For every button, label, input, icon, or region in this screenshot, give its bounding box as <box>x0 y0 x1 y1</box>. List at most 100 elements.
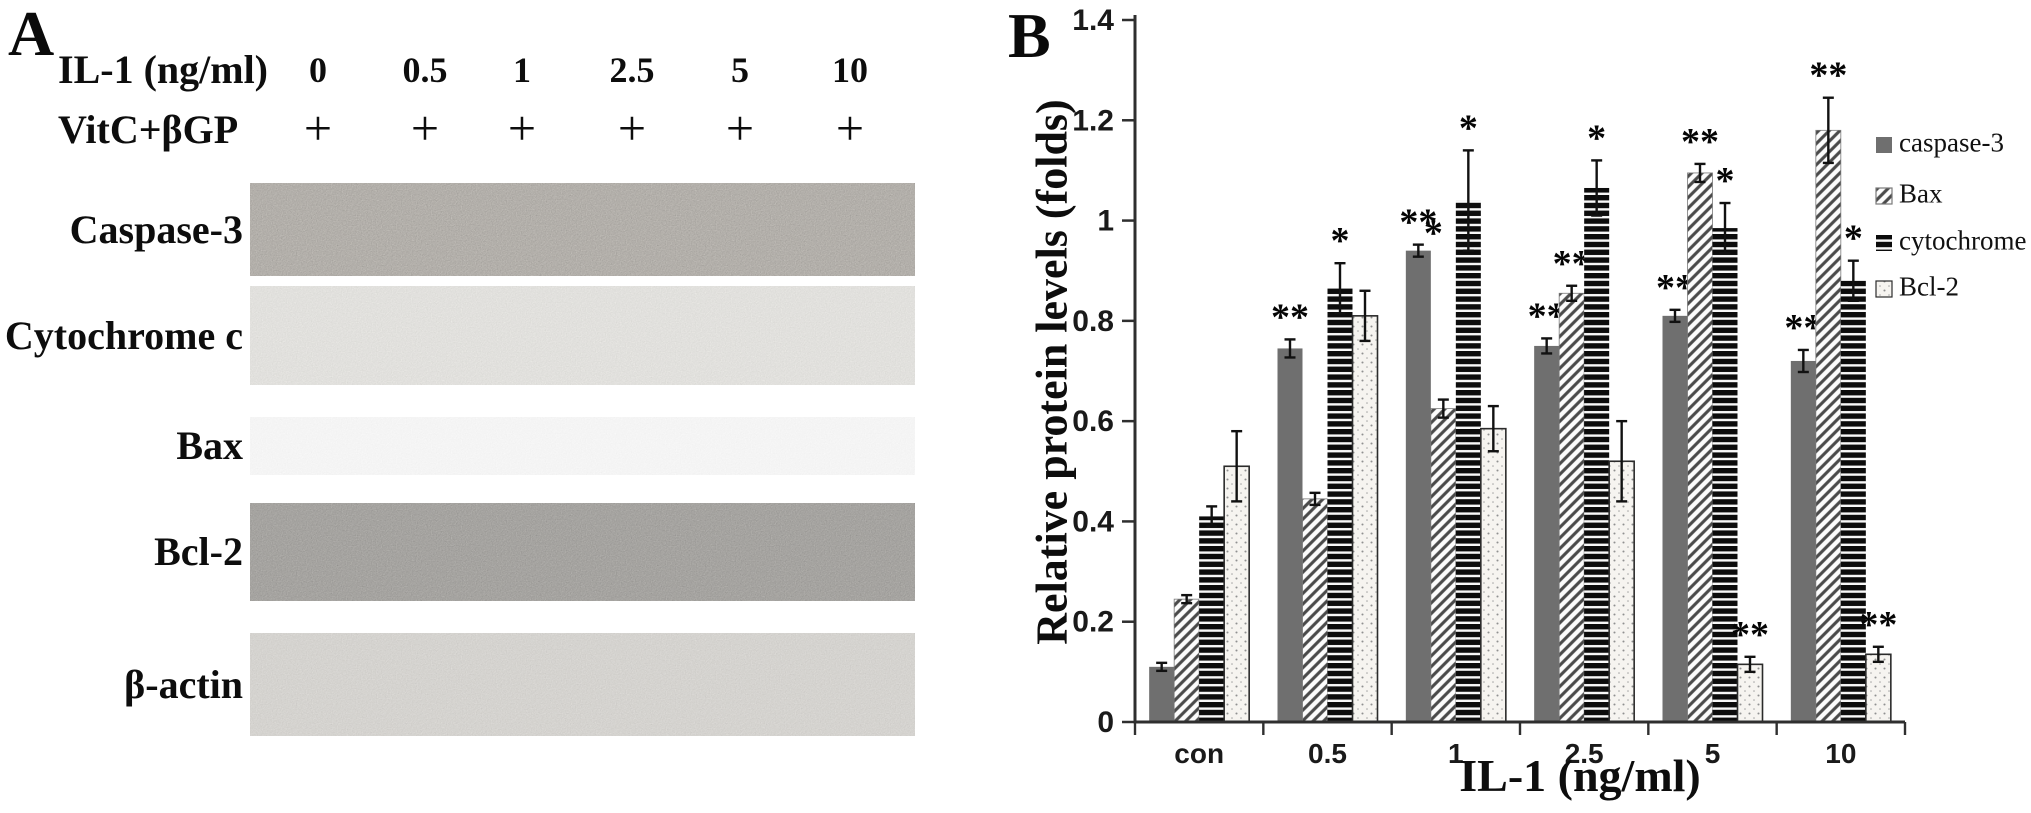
error-bar-caspase-3-2.5 <box>1541 337 1553 355</box>
blot-strip-noise <box>250 633 915 736</box>
bar-cytochrome c-10 <box>1840 280 1866 722</box>
bar-cytochrome c-con <box>1199 516 1225 722</box>
error-bar-Bax-1 <box>1437 398 1449 419</box>
bar-Bax-con <box>1173 598 1200 723</box>
error-bar-cytochrome c-2.5 <box>1591 159 1603 217</box>
legend-label-Bcl-2: Bcl-2 <box>1899 272 1959 302</box>
legend-label-cytochrome c: cytochrome c <box>1899 226 2031 256</box>
significance-marker-Bcl-2-5: ** <box>1731 614 1769 656</box>
error-bar-Bcl-2-con <box>1231 429 1243 503</box>
x-category-label-5: 5 <box>1705 738 1721 769</box>
x-category-label-10: 10 <box>1825 738 1856 769</box>
significance-marker-Bax-10: ** <box>1809 55 1847 97</box>
bar-Bcl-2-con <box>1223 465 1250 723</box>
lane-dose-value: 0.5 <box>402 50 448 90</box>
significance-marker-cytochrome c-0.5: * <box>1331 220 1350 262</box>
legend-label-caspase-3: caspase-3 <box>1899 128 2004 158</box>
bar-Bax-0.5 <box>1302 498 1328 723</box>
x-category-label-0.5: 0.5 <box>1308 738 1347 769</box>
bar-caspase-3-1 <box>1405 250 1431 722</box>
legend-swatch-Bcl-2 <box>1875 280 1893 298</box>
bar-cytochrome c-0.5 <box>1327 288 1353 722</box>
error-bar-cytochrome c-10 <box>1847 259 1859 302</box>
significance-marker-cytochrome c-5: * <box>1716 160 1735 202</box>
error-bar-Bcl-2-0.5 <box>1359 289 1371 343</box>
bar-caspase-3-5 <box>1662 315 1688 722</box>
y-tick-label: 1 <box>1097 205 1114 238</box>
error-bar-Bcl-2-10 <box>1872 645 1884 664</box>
bar-caspase-3-0.5 <box>1277 348 1303 722</box>
error-bar-cytochrome c-1 <box>1462 149 1474 252</box>
lane-dose-value: 0 <box>309 50 327 90</box>
x-category-label-con: con <box>1174 738 1224 769</box>
error-bar-cytochrome c-con <box>1206 505 1218 528</box>
bar-cytochrome c-2.5 <box>1584 187 1610 722</box>
error-bar-Bax-2.5 <box>1566 284 1578 302</box>
x-category-label-1: 1 <box>1448 738 1464 769</box>
bar-chart: *** ***********************00.20.40.60.81… <box>1072 4 2031 769</box>
blot-strip-noise <box>250 503 915 601</box>
panel-b-bar-chart: ** * ** * * ** ** * ** ** * ** ** ** * ** 0 0.2 0.4 0.6 0.8 1… <box>1000 0 2031 813</box>
panel-b-label: B <box>1008 0 1051 71</box>
il1-dose-row-label: IL-1 (ng/ml) <box>58 47 268 92</box>
bar-Bax-2.5 <box>1558 292 1585 723</box>
bar-Bax-1 <box>1430 408 1457 723</box>
y-tick-label: 0.4 <box>1072 505 1114 538</box>
legend-swatch-Bax <box>1875 187 1893 205</box>
blot-strip-Bax <box>250 417 915 475</box>
lane-dose-value: 10 <box>832 50 868 90</box>
legend-swatch-caspase-3 <box>1876 137 1892 153</box>
y-axis-title: Relative protein levels (folds) <box>1027 99 1077 645</box>
panel-a-western-blots: A IL-1 (ng/ml) 0 0.5 1 2.5 5 10 VitC+βGP + + + + + + C… <box>0 0 1000 813</box>
lane-plus-sign: + <box>507 100 537 156</box>
y-tick-label: 1.2 <box>1072 104 1114 137</box>
error-bar-Bax-10 <box>1822 96 1834 165</box>
error-bar-caspase-3-con <box>1156 661 1168 673</box>
significance-marker-caspase-3-0.5: ** <box>1271 296 1309 338</box>
lane-plus-sign: + <box>303 100 333 156</box>
bar-cytochrome c-1 <box>1455 200 1481 722</box>
bar-caspase-3-con <box>1149 666 1175 722</box>
significance-marker-cytochrome c-10: * <box>1844 218 1863 260</box>
error-bar-Bcl-2-2.5 <box>1616 419 1628 503</box>
panel-a-label: A <box>8 0 55 69</box>
significance-marker-Bax-5: ** <box>1681 121 1719 163</box>
significance-marker-Bcl-2-10: ** <box>1859 604 1897 646</box>
x-category-label-2.5: 2.5 <box>1565 738 1604 769</box>
bar-caspase-3-10 <box>1790 360 1816 722</box>
bar-Bax-5 <box>1687 172 1713 723</box>
blot-row-label-4: Bcl-2 <box>154 529 243 574</box>
lane-plus-sign: + <box>410 100 440 156</box>
bar-Bax-10 <box>1815 129 1842 723</box>
blot-strip-noise <box>250 183 915 276</box>
blot-strip-Cytochrome c <box>250 286 915 385</box>
y-tick-label: 0 <box>1097 706 1114 739</box>
error-bar-Bax-con <box>1181 593 1193 605</box>
bar-cytochrome c-5 <box>1712 228 1738 723</box>
error-bar-Bax-5 <box>1694 162 1706 184</box>
lane-dose-value: 1 <box>513 50 531 90</box>
lane-dose-value: 5 <box>731 50 749 90</box>
error-bar-caspase-3-10 <box>1797 348 1809 374</box>
x-axis-title: IL-1 (ng/ml) <box>1459 750 1701 801</box>
lane-plus-sign: + <box>835 100 865 156</box>
y-tick-label: 0.6 <box>1072 405 1114 438</box>
bar-Bcl-2-0.5 <box>1351 315 1379 723</box>
significance-marker-cytochrome c-2.5: * <box>1587 117 1606 159</box>
bar-Bcl-2-10 <box>1865 653 1892 723</box>
y-tick-label: 0.8 <box>1072 305 1114 338</box>
error-bar-caspase-3-5 <box>1669 308 1681 324</box>
error-bar-cytochrome c-5 <box>1719 201 1731 255</box>
blot-strip-noise <box>250 417 915 475</box>
significance-marker-Bax-1: * <box>1424 213 1443 255</box>
blot-row-label-3: Bax <box>176 423 243 468</box>
blot-strip-β-actin <box>250 633 915 736</box>
blot-strip-Bcl-2 <box>250 503 915 601</box>
vitc-bgp-row-label: VitC+βGP <box>58 107 239 152</box>
lane-plus-sign: + <box>725 100 755 156</box>
error-bar-cytochrome c-0.5 <box>1334 261 1346 315</box>
blot-row-label-1: Caspase-3 <box>69 206 243 252</box>
legend-swatch-cytochrome c <box>1876 235 1892 251</box>
blot-row-label-5: β-actin <box>124 661 243 707</box>
